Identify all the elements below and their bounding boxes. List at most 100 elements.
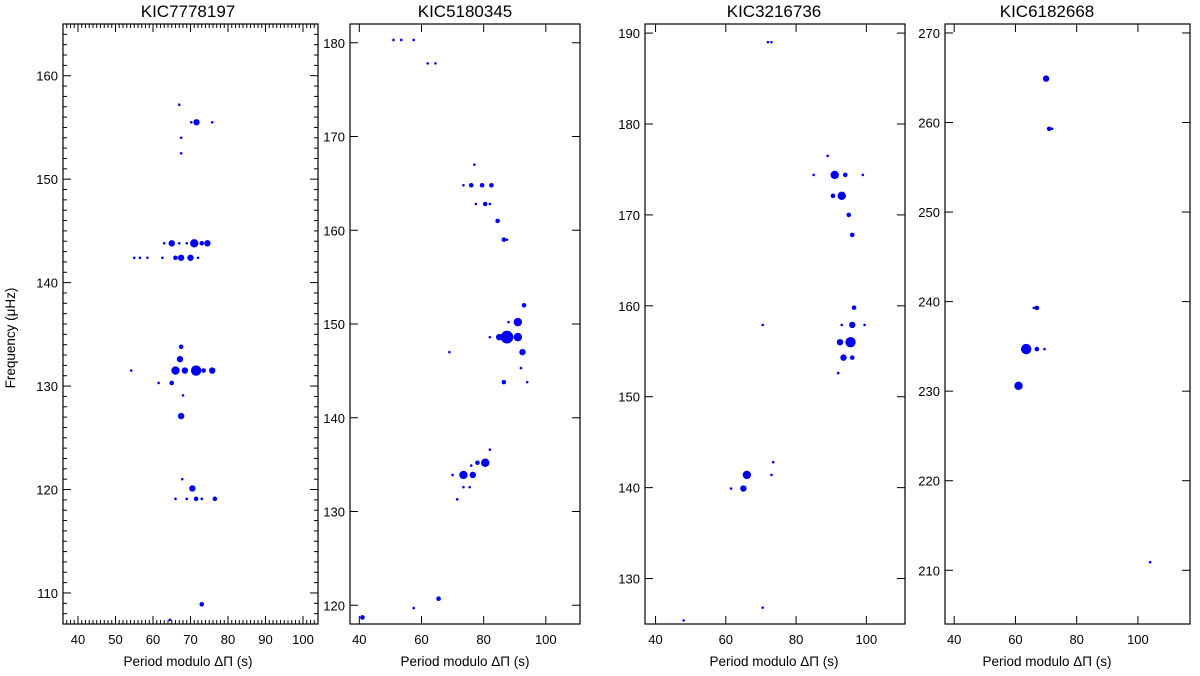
data-point xyxy=(771,460,775,464)
data-point xyxy=(812,173,815,177)
data-point xyxy=(861,173,865,177)
data-point xyxy=(187,254,194,261)
data-point xyxy=(412,606,416,610)
x-tick-label: 80 xyxy=(1069,632,1083,647)
data-point xyxy=(177,412,185,420)
data-point xyxy=(1020,343,1032,355)
data-point xyxy=(180,477,184,481)
data-point xyxy=(500,330,514,344)
data-point xyxy=(199,602,205,607)
x-axis-label: Period modulo ΔΠ (s) xyxy=(400,654,529,669)
y-tick-label: 160 xyxy=(36,69,58,84)
data-point xyxy=(179,152,183,155)
data-point xyxy=(1034,305,1040,311)
data-point xyxy=(849,232,855,238)
y-tick-label: 260 xyxy=(918,116,940,131)
data-point xyxy=(138,256,142,260)
panel-kic6182668: KIC6182668 Period modulo ΔΠ (s) 40 60 80 10… xyxy=(918,2,1191,669)
data-point xyxy=(846,212,852,218)
data-point xyxy=(193,119,200,126)
data-point xyxy=(189,485,196,492)
data-point xyxy=(177,103,181,106)
data-point xyxy=(178,344,184,350)
data-point xyxy=(1014,381,1023,390)
x-tick-label: 90 xyxy=(258,632,272,647)
y-tick-label: 160 xyxy=(323,223,345,238)
data-point xyxy=(193,496,199,502)
data-point xyxy=(412,38,416,42)
data-point xyxy=(129,369,133,372)
data-point xyxy=(766,40,770,44)
data-point xyxy=(169,380,175,386)
x-tick-label: 40 xyxy=(352,632,366,647)
data-point xyxy=(1050,127,1054,131)
panel-kic5180345: KIC5180345 Period modulo ΔΠ (s) 40 60 80 10… xyxy=(323,2,581,669)
data-point xyxy=(488,448,492,451)
data-point xyxy=(1043,347,1046,351)
data-point xyxy=(1032,306,1036,310)
data-point xyxy=(168,240,175,247)
data-point xyxy=(1042,75,1050,82)
data-point xyxy=(204,240,211,247)
data-point xyxy=(521,302,527,308)
x-tick-label: 80 xyxy=(476,632,490,647)
y-tick-label: 270 xyxy=(918,26,940,41)
data-point xyxy=(840,323,844,327)
data-point xyxy=(399,38,403,42)
panel-kic3216736: KIC3216736 Period modulo ΔΠ (s) 40 60 80 10… xyxy=(618,2,906,669)
y-tick-label: 170 xyxy=(323,130,345,145)
panel-kic7778197: KIC7778197 Period modulo ΔΠ (s) Frequenc… xyxy=(3,2,319,669)
data-point xyxy=(436,596,441,601)
x-axis-label: Period modulo ΔΠ (s) xyxy=(982,654,1111,669)
data-point xyxy=(200,497,204,501)
data-point xyxy=(473,163,476,166)
data-point xyxy=(462,485,465,489)
data-point xyxy=(185,497,189,501)
y-tick-label: 220 xyxy=(918,474,940,489)
data-point xyxy=(842,172,848,178)
data-point xyxy=(176,355,184,363)
y-tick-label: 130 xyxy=(618,572,640,587)
x-tick-label: 100 xyxy=(535,632,557,647)
data-point xyxy=(501,237,507,242)
data-point xyxy=(179,136,183,140)
data-point xyxy=(849,355,855,360)
data-point xyxy=(863,323,866,327)
data-point xyxy=(770,473,773,477)
data-point xyxy=(157,381,160,385)
data-point xyxy=(729,487,733,490)
data-point xyxy=(181,367,189,374)
data-point xyxy=(519,366,523,370)
data-point xyxy=(448,350,451,354)
data-point xyxy=(177,254,185,261)
data-point xyxy=(190,239,199,248)
data-point xyxy=(505,238,509,241)
data-point xyxy=(761,606,765,609)
x-tick-label: 40 xyxy=(947,632,961,647)
data-point xyxy=(836,371,840,375)
y-tick-label: 160 xyxy=(618,299,640,314)
data-point xyxy=(1034,346,1040,352)
data-point xyxy=(201,368,206,373)
data-point xyxy=(488,335,492,339)
data-point xyxy=(426,62,430,65)
data-point xyxy=(519,348,526,356)
x-tick-label: 60 xyxy=(719,632,733,647)
x-tick-label: 40 xyxy=(71,632,85,647)
data-point xyxy=(185,242,189,245)
y-tick-label: 230 xyxy=(918,384,940,399)
data-point xyxy=(174,497,177,501)
data-point xyxy=(525,380,529,384)
x-tick-label: 100 xyxy=(292,632,314,647)
data-point xyxy=(146,256,149,260)
x-tick-label: 60 xyxy=(414,632,428,647)
data-point xyxy=(1148,560,1152,564)
y-tick-label: 130 xyxy=(323,505,345,520)
x-tick-label: 100 xyxy=(855,632,877,647)
data-point xyxy=(501,379,507,385)
data-point xyxy=(455,498,459,501)
data-point xyxy=(740,485,747,492)
data-point xyxy=(1046,126,1052,132)
y-tick-label: 250 xyxy=(918,205,940,220)
